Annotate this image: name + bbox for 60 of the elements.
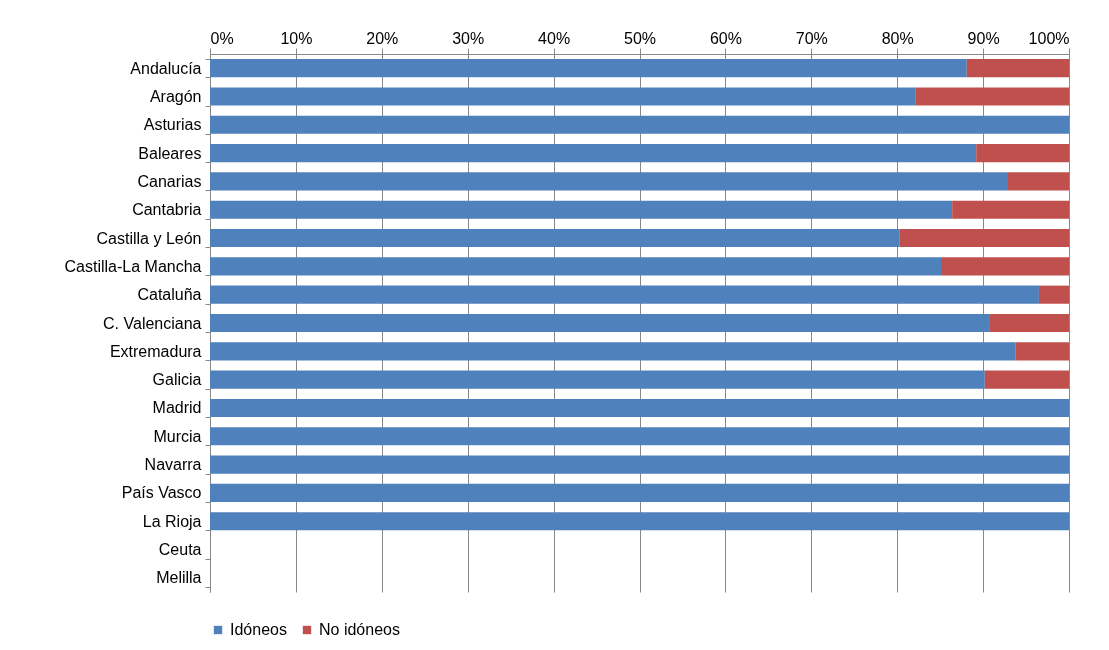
bar — [210, 455, 1069, 474]
bar — [210, 200, 953, 219]
bar — [210, 257, 942, 276]
y-tick-label: La Rioja — [142, 512, 202, 530]
bar — [210, 172, 1009, 191]
y-tick-label: Asturias — [143, 116, 202, 134]
y-tick-label: Canarias — [137, 172, 202, 190]
bar — [210, 87, 916, 106]
y-tick-label: Murcia — [153, 427, 202, 445]
x-tick-label: 0% — [210, 29, 234, 47]
x-tick-label: 10% — [280, 29, 313, 47]
y-tick-label: Galicia — [152, 371, 202, 389]
x-tick-label: 70% — [795, 29, 828, 47]
bar — [210, 427, 1069, 446]
y-tick-label: C. Valenciana — [103, 314, 202, 332]
bar — [210, 285, 1039, 304]
bar — [1038, 285, 1069, 304]
x-tick-label: 80% — [881, 29, 914, 47]
bar — [989, 313, 1069, 333]
bar — [210, 228, 900, 248]
bar — [210, 59, 967, 78]
y-tick-label: Navarra — [144, 456, 202, 474]
bar — [952, 200, 1069, 219]
x-tick-label: 30% — [452, 29, 485, 47]
bar — [210, 483, 1069, 502]
bar — [941, 257, 1069, 276]
bar — [899, 228, 1069, 248]
bar — [210, 342, 1016, 361]
x-tick-label: 90% — [967, 29, 1000, 47]
x-tick-label: 40% — [538, 29, 571, 47]
bar — [976, 144, 1069, 163]
bar — [915, 87, 1069, 106]
y-tick-label: Cantabria — [132, 201, 202, 219]
y-tick-label: Extremadura — [109, 342, 202, 360]
y-tick-label: Castilla y León — [96, 229, 202, 247]
x-tick-label: 60% — [709, 29, 742, 47]
legend-label: No idóneos — [319, 621, 400, 638]
y-tick-label: Castilla-La Mancha — [64, 257, 202, 275]
y-tick-label: Baleares — [138, 144, 202, 162]
bar — [210, 115, 1069, 134]
y-tick-label: País Vasco — [121, 484, 202, 502]
bar — [210, 144, 977, 163]
bar — [1008, 172, 1069, 191]
y-tick-label: Melilla — [156, 569, 202, 587]
bar — [210, 398, 1069, 418]
y-tick-label: Andalucía — [130, 59, 202, 77]
x-tick-label: 100% — [1028, 29, 1070, 47]
bar — [984, 370, 1069, 389]
bar — [210, 370, 985, 389]
bar — [966, 59, 1069, 78]
x-tick-label: 20% — [366, 29, 399, 47]
legend-label: Idóneos — [230, 621, 287, 638]
y-tick-label: Ceuta — [158, 541, 202, 559]
y-tick-label: Madrid — [152, 399, 202, 417]
y-tick-label: Aragón — [149, 87, 202, 105]
x-tick-label: 50% — [623, 29, 657, 47]
bar — [210, 512, 1069, 531]
bar — [210, 313, 990, 333]
y-tick-label: Cataluña — [137, 286, 202, 304]
bar — [1015, 342, 1069, 361]
